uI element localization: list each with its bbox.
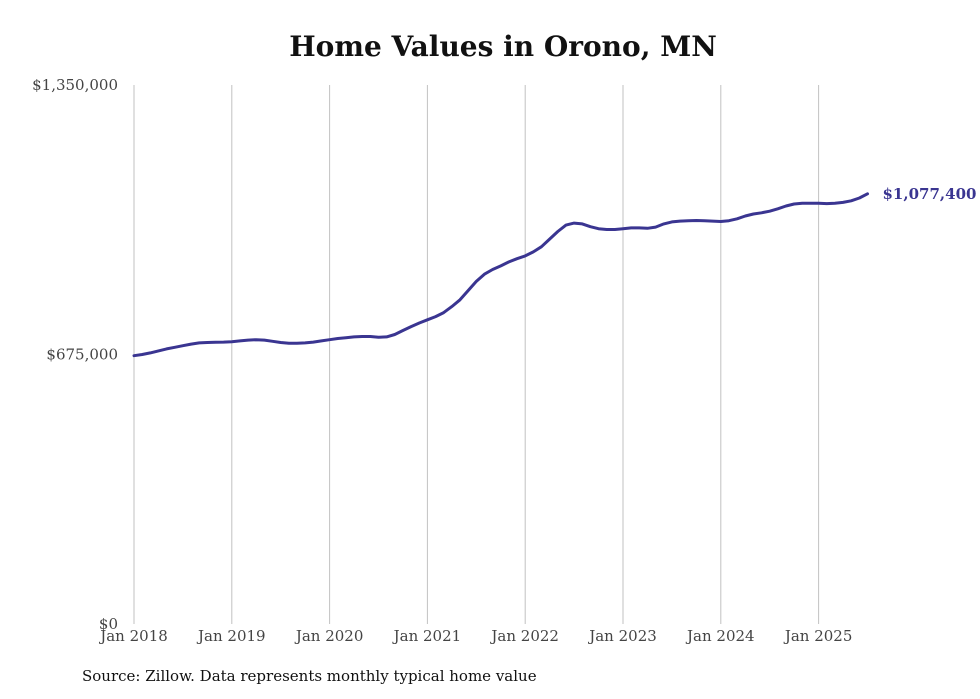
axis-labels: Jan 2018 Jan 2019 Jan 2020 Jan 2021 Jan 2022… bbox=[32, 76, 852, 645]
end-value-label: $1,077,400 bbox=[883, 185, 977, 203]
y-tick-label: $0 bbox=[99, 615, 118, 633]
chart-title: Home Values in Orono, MN bbox=[289, 30, 717, 63]
x-tick-label: Jan 2024 bbox=[685, 627, 755, 645]
gridlines bbox=[133, 85, 820, 624]
source-note: Source: Zillow. Data represents monthly … bbox=[82, 667, 537, 685]
y-tick-label: $1,350,000 bbox=[32, 76, 118, 94]
x-tick-label: Jan 2023 bbox=[587, 627, 657, 645]
x-tick-label: Jan 2020 bbox=[294, 627, 364, 645]
x-tick-label: Jan 2021 bbox=[392, 627, 462, 645]
series-line bbox=[132, 192, 869, 358]
y-tick-label: $675,000 bbox=[46, 346, 118, 364]
x-tick-label: Jan 2018 bbox=[98, 627, 168, 645]
x-tick-label: Jan 2025 bbox=[783, 627, 853, 645]
x-tick-label: Jan 2019 bbox=[196, 627, 266, 645]
series-layer: $1,077,400 bbox=[132, 185, 977, 358]
x-tick-label: Jan 2022 bbox=[489, 627, 559, 645]
